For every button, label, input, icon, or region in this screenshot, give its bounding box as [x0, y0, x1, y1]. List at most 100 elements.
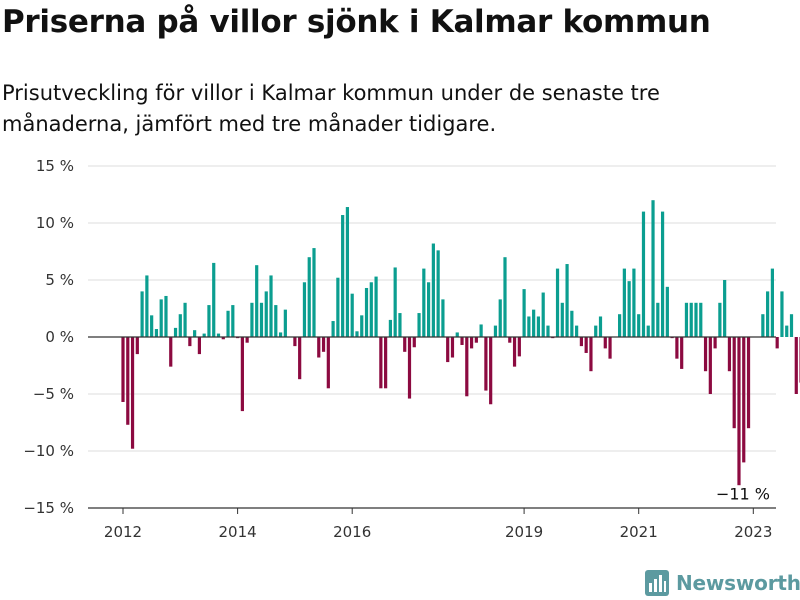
bar — [575, 325, 579, 337]
y-tick-label: 0 % — [45, 328, 74, 346]
bar — [532, 309, 536, 337]
bar — [250, 302, 254, 337]
x-tick-label: 2021 — [620, 523, 658, 541]
bar — [508, 337, 512, 343]
x-tick-label: 2012 — [104, 523, 142, 541]
bar — [618, 314, 622, 337]
bar — [455, 332, 459, 337]
bar — [441, 299, 445, 337]
bar — [135, 337, 139, 355]
bar — [360, 315, 364, 337]
y-tick-label: −10 % — [23, 442, 74, 460]
bar — [789, 314, 794, 337]
bar — [145, 275, 149, 337]
bar — [713, 337, 717, 349]
bar — [737, 337, 741, 486]
x-tick-label: 2016 — [333, 523, 371, 541]
y-tick-label: −5 % — [33, 385, 74, 403]
bar — [761, 314, 765, 337]
bar — [264, 291, 268, 337]
bar — [345, 207, 350, 337]
bar — [680, 337, 684, 369]
bar — [775, 337, 779, 349]
bar — [379, 337, 383, 389]
bar — [493, 325, 498, 337]
bar — [527, 316, 531, 337]
bar — [656, 302, 660, 337]
bar — [732, 337, 736, 429]
bar — [460, 337, 464, 345]
y-tick-label: 10 % — [36, 214, 74, 232]
bar — [274, 305, 278, 337]
bar — [627, 281, 631, 337]
bar — [469, 337, 474, 349]
bar — [159, 299, 163, 337]
bar — [369, 282, 373, 337]
bar — [207, 305, 211, 337]
bar — [336, 277, 340, 337]
bar — [183, 302, 187, 337]
bar — [164, 295, 168, 337]
bar — [307, 257, 311, 337]
bar — [374, 276, 378, 337]
bar — [130, 337, 135, 449]
bar — [126, 337, 130, 425]
bar — [202, 333, 206, 337]
bar — [780, 291, 784, 337]
bar — [193, 330, 197, 337]
bar — [312, 248, 316, 337]
x-tick-label: 2019 — [505, 523, 543, 541]
bar — [594, 325, 598, 337]
bar — [651, 200, 655, 337]
bar — [579, 337, 583, 347]
bar — [255, 265, 259, 337]
bar — [465, 337, 469, 397]
bar — [154, 329, 159, 337]
bar — [140, 291, 144, 337]
bar — [245, 337, 249, 343]
bar-chart: 15 % 10 % 5 % 0 % −5 % −10 % −15 % 2012 2014 2016… — [23, 157, 800, 541]
chart-subtitle: Prisutveckling för villor i Kalmar kommu… — [2, 81, 660, 136]
bar — [684, 302, 689, 337]
bar — [431, 243, 435, 337]
bar — [689, 302, 693, 337]
bar — [226, 310, 230, 337]
y-tick-label: 15 % — [36, 157, 74, 175]
bar — [388, 319, 392, 337]
bar — [565, 264, 569, 337]
bar — [364, 287, 369, 337]
bar — [742, 337, 746, 463]
bar — [589, 337, 593, 372]
x-tick-label: 2014 — [219, 523, 257, 541]
bar — [293, 337, 297, 347]
latest-value-label: −11 % — [716, 484, 770, 503]
bar — [417, 313, 421, 337]
bar — [555, 268, 560, 337]
bar — [608, 337, 612, 359]
y-tick-label: 5 % — [45, 271, 74, 289]
bar — [603, 337, 607, 349]
bar — [665, 286, 669, 337]
bar — [560, 302, 564, 337]
bar — [398, 313, 402, 337]
bar — [121, 337, 125, 402]
bar — [231, 305, 235, 337]
x-tick-label: 2023 — [734, 523, 772, 541]
bar — [269, 275, 273, 337]
bar — [541, 292, 545, 337]
bar — [699, 302, 703, 337]
bar — [660, 211, 665, 337]
bar — [794, 337, 798, 394]
bar — [350, 293, 354, 337]
bar — [522, 289, 526, 337]
bar — [321, 337, 326, 352]
bar — [570, 310, 574, 337]
bar — [498, 299, 502, 337]
bar — [216, 333, 221, 337]
bar — [727, 337, 732, 372]
bar — [427, 282, 431, 337]
y-tick-label: −15 % — [23, 499, 74, 517]
bar — [503, 257, 507, 337]
bar — [412, 337, 416, 348]
newsworthy-logo-icon — [645, 570, 669, 596]
